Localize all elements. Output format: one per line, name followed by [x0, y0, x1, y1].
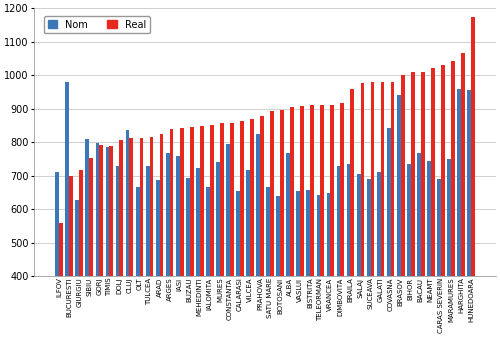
Bar [79, 170, 83, 337]
Bar [226, 144, 230, 337]
Bar [90, 158, 93, 337]
Bar [216, 162, 220, 337]
Bar [150, 137, 154, 337]
Bar [367, 179, 370, 337]
Bar [451, 61, 455, 337]
Bar [326, 193, 330, 337]
Bar [330, 105, 334, 337]
Bar [200, 126, 203, 337]
Bar [106, 147, 110, 337]
Bar [340, 103, 344, 337]
Bar [421, 72, 424, 337]
Bar [290, 107, 294, 337]
Bar [320, 105, 324, 337]
Bar [387, 128, 390, 337]
Bar [116, 165, 119, 337]
Bar [461, 53, 465, 337]
Bar [210, 125, 214, 337]
Bar [176, 156, 180, 337]
Bar [180, 128, 184, 337]
Bar [130, 138, 134, 337]
Bar [310, 105, 314, 337]
Bar [356, 174, 360, 337]
Bar [156, 180, 160, 337]
Bar [316, 195, 320, 337]
Bar [110, 146, 113, 337]
Bar [69, 176, 73, 337]
Bar [190, 127, 194, 337]
Bar [240, 121, 244, 337]
Bar [457, 89, 461, 337]
Bar [136, 187, 140, 337]
Bar [306, 190, 310, 337]
Bar [120, 140, 123, 337]
Bar [250, 119, 254, 337]
Bar [96, 143, 100, 337]
Bar [360, 83, 364, 337]
Bar [146, 165, 150, 337]
Bar [471, 17, 475, 337]
Bar [400, 75, 404, 337]
Bar [256, 134, 260, 337]
Bar [417, 153, 421, 337]
Bar [236, 191, 240, 337]
Bar [220, 123, 224, 337]
Bar [260, 116, 264, 337]
Bar [467, 90, 471, 337]
Bar [300, 106, 304, 337]
Bar [286, 153, 290, 337]
Bar [441, 65, 444, 337]
Bar [140, 138, 143, 337]
Bar [76, 200, 79, 337]
Bar [100, 145, 103, 337]
Bar [427, 161, 431, 337]
Bar [407, 164, 411, 337]
Bar [370, 82, 374, 337]
Bar [170, 129, 173, 337]
Bar [280, 110, 284, 337]
Bar [411, 72, 414, 337]
Legend: Nom, Real: Nom, Real [44, 16, 150, 33]
Bar [160, 134, 164, 337]
Bar [437, 179, 441, 337]
Bar [126, 130, 130, 337]
Bar [230, 123, 234, 337]
Bar [59, 223, 63, 337]
Bar [206, 187, 210, 337]
Bar [86, 139, 89, 337]
Bar [397, 95, 400, 337]
Bar [390, 82, 394, 337]
Bar [276, 196, 280, 337]
Bar [66, 82, 69, 337]
Bar [246, 170, 250, 337]
Bar [296, 191, 300, 337]
Bar [377, 172, 380, 337]
Bar [431, 68, 434, 337]
Bar [166, 153, 170, 337]
Bar [336, 166, 340, 337]
Bar [447, 159, 451, 337]
Bar [270, 111, 274, 337]
Bar [266, 187, 270, 337]
Bar [56, 172, 59, 337]
Bar [380, 82, 384, 337]
Bar [350, 89, 354, 337]
Bar [196, 168, 200, 337]
Bar [346, 164, 350, 337]
Bar [186, 178, 190, 337]
